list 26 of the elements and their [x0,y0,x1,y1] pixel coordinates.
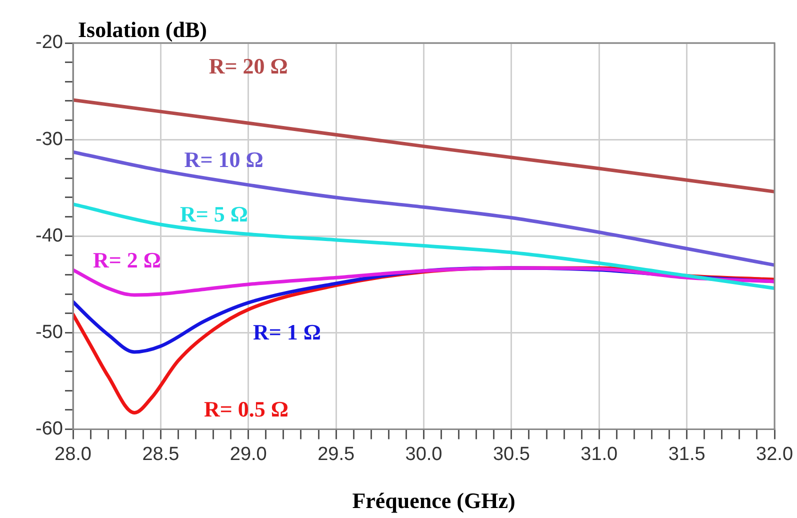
series-label: R= 2 Ω [92,247,162,272]
y-tick-label: -50 [36,322,63,343]
x-tick-label: 32.0 [756,444,793,465]
x-tick-label: 29.5 [318,444,355,465]
x-tick-label: 31.0 [580,444,618,465]
x-tick-label: 31.5 [668,444,706,465]
y-tick-label: -30 [36,128,63,150]
x-tick-label: 29.0 [230,444,267,465]
x-tick-label: 28.0 [54,444,92,465]
x-tick-label: 30.0 [405,444,442,465]
line-series [73,150,775,267]
series-label: R= 1 Ω [252,319,321,344]
y-tick-label: -60 [36,418,63,440]
line-series [73,202,775,290]
y-tick-label: -40 [36,225,63,246]
series-label: R= 10 Ω [184,146,264,172]
line-series [73,266,775,297]
series-label: R= 5 Ω [180,202,248,227]
series-label: R= 0.5 Ω [204,396,289,422]
y-tick-label: -20 [36,32,63,54]
x-tick-label: 28.5 [142,444,180,465]
x-tick-label: 30.5 [492,444,530,465]
line-series [73,98,775,194]
y-axis-title: Isolation (dB) [78,17,207,42]
series-label: R= 20 Ω [208,53,288,78]
x-axis-title: Fréquence (GHz) [352,488,516,513]
